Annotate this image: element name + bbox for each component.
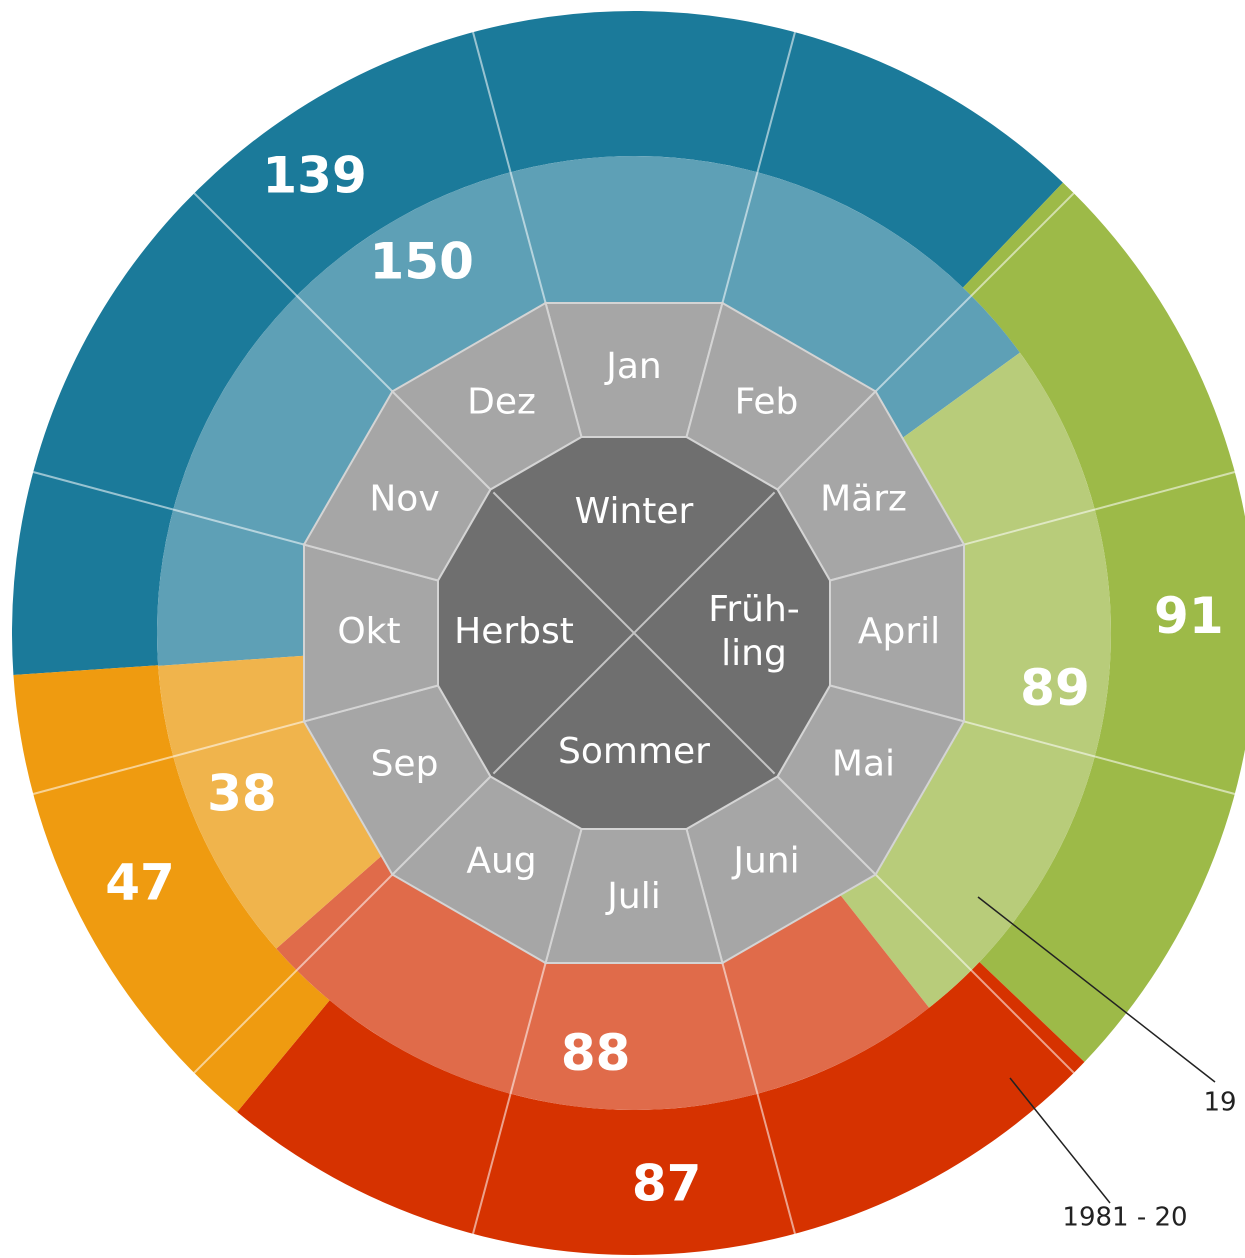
separator: [193, 192, 402, 401]
season-label: Früh-ling: [708, 589, 800, 674]
month-label: Dez: [467, 382, 536, 423]
month-label: März: [820, 479, 907, 520]
month-label: Juni: [731, 840, 799, 881]
season-label: Winter: [575, 491, 694, 532]
month-label: Nov: [369, 479, 439, 520]
season-divider: [492, 491, 776, 775]
ring-segment: [12, 11, 1063, 676]
month-label: Aug: [466, 840, 536, 881]
value-label: 89: [1020, 659, 1090, 717]
value-label: 88: [561, 1024, 631, 1082]
separator: [32, 471, 316, 549]
ring-segment: [237, 961, 1085, 1256]
legend-label: 1981 - 20: [1062, 1203, 1187, 1233]
separator: [32, 717, 316, 795]
ring-segment: [157, 155, 1020, 666]
separator: [718, 951, 796, 1235]
month-label: Feb: [735, 382, 799, 423]
separator: [472, 951, 550, 1235]
value-label: 38: [207, 764, 277, 822]
value-label: 150: [369, 232, 473, 290]
month-label: Okt: [337, 611, 400, 652]
separator: [866, 865, 1075, 1074]
separator: [193, 865, 402, 1074]
ring-segment: [962, 182, 1245, 1062]
separator: [472, 31, 550, 315]
separator: [866, 192, 1075, 401]
month-label: Sep: [371, 744, 439, 785]
season-label: Sommer: [558, 731, 710, 772]
month-label: Jan: [604, 346, 662, 387]
value-label: 47: [105, 853, 175, 911]
separator: [952, 717, 1236, 795]
month-label: Mai: [832, 744, 895, 785]
value-label: 139: [262, 147, 366, 205]
separator: [952, 471, 1236, 549]
leader-line: [977, 896, 1216, 1083]
month-label: Juli: [605, 876, 660, 917]
leader-line: [1009, 1077, 1111, 1204]
month-label: April: [858, 611, 940, 652]
legend-label: 19: [1203, 1088, 1236, 1118]
value-label: 87: [632, 1155, 702, 1213]
separator: [718, 31, 796, 315]
ring-segment: [13, 665, 330, 1112]
value-label: 91: [1154, 587, 1224, 645]
season-label: Herbst: [454, 611, 574, 652]
